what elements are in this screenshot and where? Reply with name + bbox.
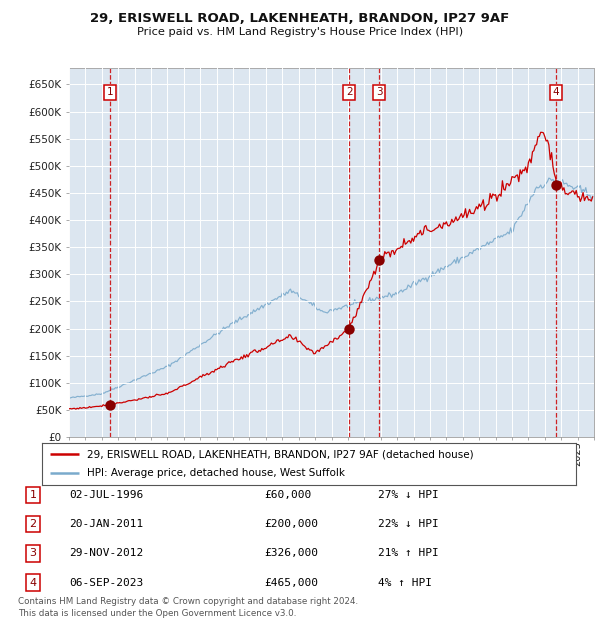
Text: Price paid vs. HM Land Registry's House Price Index (HPI): Price paid vs. HM Land Registry's House … <box>137 27 463 37</box>
Text: 29, ERISWELL ROAD, LAKENHEATH, BRANDON, IP27 9AF: 29, ERISWELL ROAD, LAKENHEATH, BRANDON, … <box>91 12 509 25</box>
Text: Contains HM Land Registry data © Crown copyright and database right 2024.: Contains HM Land Registry data © Crown c… <box>18 597 358 606</box>
Text: 29, ERISWELL ROAD, LAKENHEATH, BRANDON, IP27 9AF (detached house): 29, ERISWELL ROAD, LAKENHEATH, BRANDON, … <box>88 449 474 459</box>
Text: 3: 3 <box>29 549 37 559</box>
Text: £465,000: £465,000 <box>264 578 318 588</box>
Text: £60,000: £60,000 <box>264 490 311 500</box>
Text: 29-NOV-2012: 29-NOV-2012 <box>69 549 143 559</box>
Text: 27% ↓ HPI: 27% ↓ HPI <box>378 490 439 500</box>
Text: 4% ↑ HPI: 4% ↑ HPI <box>378 578 432 588</box>
Text: 4: 4 <box>29 578 37 588</box>
Text: HPI: Average price, detached house, West Suffolk: HPI: Average price, detached house, West… <box>88 469 346 479</box>
Text: 21% ↑ HPI: 21% ↑ HPI <box>378 549 439 559</box>
Text: 2: 2 <box>346 87 353 97</box>
Text: 02-JUL-1996: 02-JUL-1996 <box>69 490 143 500</box>
Text: £200,000: £200,000 <box>264 520 318 529</box>
Text: This data is licensed under the Open Government Licence v3.0.: This data is licensed under the Open Gov… <box>18 609 296 618</box>
Text: 1: 1 <box>29 490 37 500</box>
Text: 20-JAN-2011: 20-JAN-2011 <box>69 520 143 529</box>
Text: 06-SEP-2023: 06-SEP-2023 <box>69 578 143 588</box>
Text: 3: 3 <box>376 87 383 97</box>
Text: 2: 2 <box>29 520 37 529</box>
Text: 4: 4 <box>553 87 559 97</box>
Text: 1: 1 <box>107 87 113 97</box>
Text: 22% ↓ HPI: 22% ↓ HPI <box>378 520 439 529</box>
Text: £326,000: £326,000 <box>264 549 318 559</box>
